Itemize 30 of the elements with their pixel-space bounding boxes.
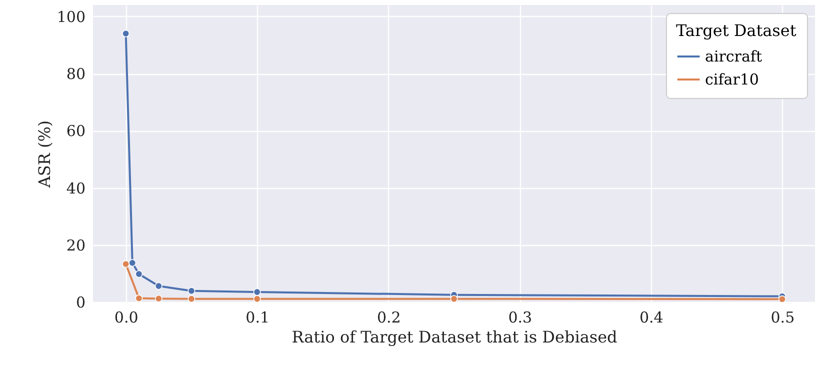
point (253, 295, 261, 303)
legend-title: Target Dataset (676, 21, 797, 40)
x-tick-label: 0.5 (770, 308, 795, 326)
y-tick-label: 60 (66, 122, 86, 140)
point (778, 295, 786, 303)
y-axis-title: ASR (%) (34, 120, 54, 189)
x-tick-label: 0.1 (246, 308, 270, 326)
point (154, 282, 162, 290)
point (188, 295, 196, 303)
y-tick-label: 100 (56, 8, 86, 26)
legend-label: aircraft (705, 48, 762, 66)
y-tick-label: 40 (66, 179, 86, 198)
y-tick-label: 20 (66, 236, 86, 254)
point (122, 30, 130, 38)
point (188, 287, 196, 295)
x-axis-title: Ratio of Target Dataset that is Debiased (292, 328, 618, 346)
point (128, 259, 136, 267)
point (154, 294, 162, 302)
x-tick-label: 0.2 (376, 308, 401, 326)
point (135, 270, 143, 278)
point (253, 288, 261, 296)
y-tick-label: 0 (76, 294, 86, 312)
x-tick-label: 0.0 (114, 308, 138, 326)
point (135, 294, 143, 302)
y-tick-label: 80 (66, 65, 86, 84)
x-tick-label: 0.4 (639, 308, 664, 326)
point (122, 260, 130, 268)
legend-label: cifar10 (705, 70, 759, 88)
x-tick-label: 0.3 (508, 308, 532, 326)
point (450, 295, 458, 303)
